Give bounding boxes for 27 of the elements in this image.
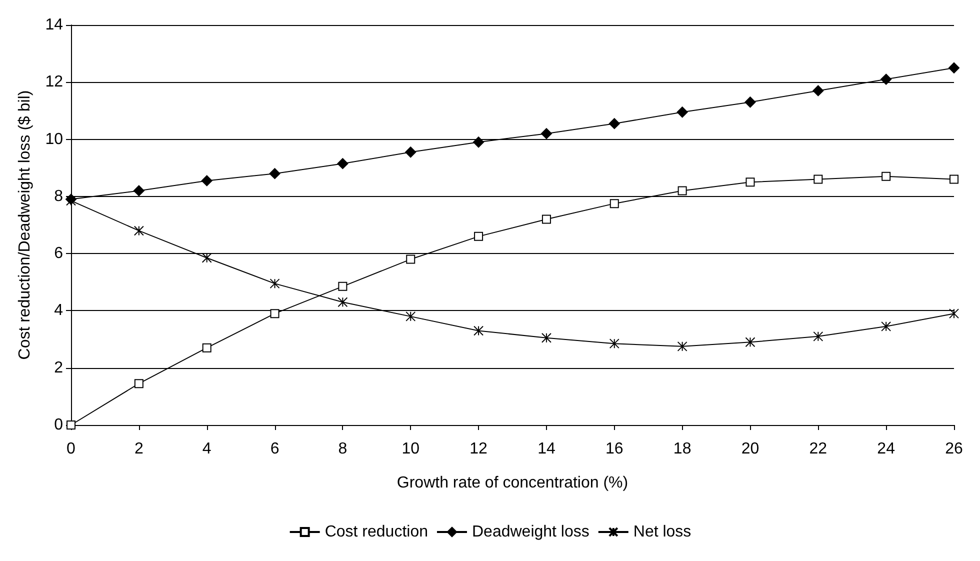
- x-tick-label: 12: [470, 440, 488, 458]
- y-tick-label: 2: [54, 359, 64, 376]
- x-tick-label: 14: [538, 440, 556, 458]
- y-tick-label: 4: [54, 302, 64, 320]
- x-axis-title: Growth rate of concentration (%): [396, 474, 628, 492]
- y-tick-label: 14: [45, 16, 64, 34]
- y-tick-label: 10: [45, 130, 64, 148]
- legend-label: Deadweight loss: [472, 524, 590, 540]
- y-tick-label: 8: [54, 188, 64, 205]
- y-tick-label: 12: [45, 74, 64, 91]
- x-tick-label: 18: [673, 440, 692, 458]
- y-tick-label: 0: [54, 416, 64, 434]
- legend-label: Cost reduction: [324, 524, 428, 540]
- x-tick-label: 6: [270, 440, 280, 458]
- y-tick-label: 6: [54, 245, 64, 262]
- y-axis-title: Cost reduction/Deadweight loss ($ bil): [16, 90, 34, 360]
- x-tick-label: 8: [338, 440, 348, 458]
- x-tick-label: 16: [605, 440, 624, 458]
- x-tick-label: 10: [402, 440, 420, 458]
- legend-label: Net loss: [633, 524, 692, 540]
- x-tick-label: 20: [741, 440, 760, 458]
- x-tick-label: 2: [134, 440, 144, 458]
- x-tick-label: 4: [202, 440, 212, 458]
- x-tick-label: 24: [877, 440, 896, 458]
- x-tick-label: 0: [66, 440, 76, 458]
- x-tick-label: 22: [809, 440, 828, 458]
- x-tick-label: 26: [945, 440, 963, 458]
